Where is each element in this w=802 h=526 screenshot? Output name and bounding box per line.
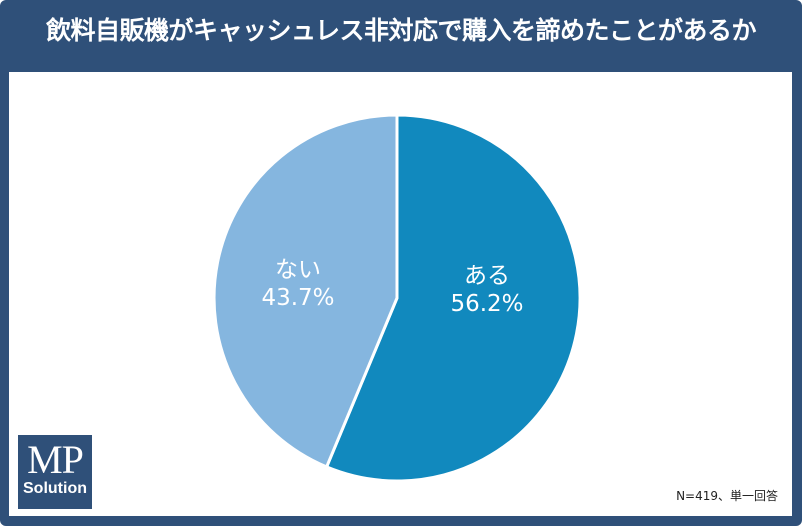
mp-solution-logo: MP Solution: [18, 435, 92, 509]
pie-slice-no: [212, 113, 399, 469]
chart-title: 飲料自販機がキャッシュレス非対応で購入を諦めたことがあるか: [45, 16, 757, 45]
chart-panel: ある 56.2% ない 43.7%: [9, 72, 792, 516]
slice-label-no: ない 43.7%: [238, 256, 358, 312]
slice-no-category: ない: [275, 257, 321, 283]
slice-no-value: 43.7%: [261, 285, 335, 311]
slice-yes-category: ある: [464, 263, 510, 289]
slice-label-yes: ある 56.2%: [427, 262, 547, 318]
pie-slice-yes: [325, 113, 582, 483]
logo-solution-text: Solution: [23, 480, 87, 497]
pie-chart: [212, 113, 582, 483]
logo-mp-text: MP: [27, 437, 84, 482]
sample-note: N=419、単一回答: [676, 489, 778, 503]
slice-yes-value: 56.2%: [450, 291, 524, 317]
